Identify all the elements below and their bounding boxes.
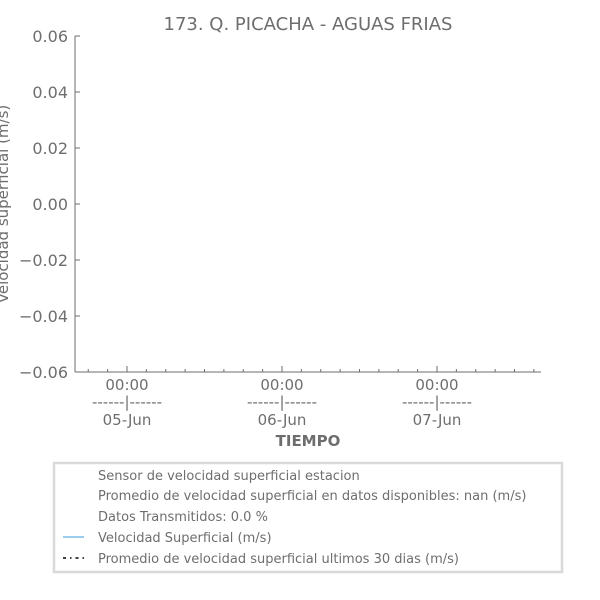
legend-entry-text: Velocidad Superficial (m/s) xyxy=(98,531,272,546)
y-tick-label: 0.04 xyxy=(32,83,68,102)
legend-entry-text: Promedio de velocidad superficial en dat… xyxy=(98,489,526,504)
y-tick-label: −0.06 xyxy=(19,363,68,382)
y-tick-label: −0.02 xyxy=(19,251,68,270)
legend-items: Sensor de velocidad superficial estacion… xyxy=(63,469,526,567)
legend-box xyxy=(52,461,564,574)
legend-entry-text: Datos Transmitidos: 0.0 % xyxy=(98,510,268,525)
x-tick-time: 00:00 xyxy=(260,376,303,394)
legend: Sensor de velocidad superficial estacion… xyxy=(52,461,564,574)
plot-area xyxy=(74,36,541,373)
legend-entry-text: Promedio de velocidad superficial ultimo… xyxy=(98,552,459,567)
x-tick-separator: ------|------ xyxy=(247,393,317,411)
y-tick-label: 0.06 xyxy=(32,27,68,46)
x-tick-separator: ------|------ xyxy=(92,393,162,411)
legend-entry-text: Sensor de velocidad superficial estacion xyxy=(98,469,360,484)
y-tick-label: −0.04 xyxy=(19,307,68,326)
y-axis-label: Velocidad superficial (m/s) xyxy=(0,105,12,304)
x-tick-time: 00:00 xyxy=(105,376,148,394)
x-tick-date: 05-Jun xyxy=(103,411,152,429)
y-ticks: 0.06 0.04 0.02 0.00 −0.02 −0.04 −0.06 xyxy=(19,27,80,382)
y-tick-label: 0.00 xyxy=(32,195,68,214)
x-tick-time: 00:00 xyxy=(415,376,458,394)
x-tick-separator: ------|------ xyxy=(402,393,472,411)
x-ticks: 00:00------|------05-Jun00:00------|----… xyxy=(87,366,535,429)
chart-title: 173. Q. PICACHA - AGUAS FRIAS xyxy=(164,14,453,35)
y-tick-label: 0.02 xyxy=(32,139,68,158)
x-tick-date: 07-Jun xyxy=(413,411,462,429)
x-axis-label: TIEMPO xyxy=(276,432,341,450)
x-tick-date: 06-Jun xyxy=(258,411,307,429)
